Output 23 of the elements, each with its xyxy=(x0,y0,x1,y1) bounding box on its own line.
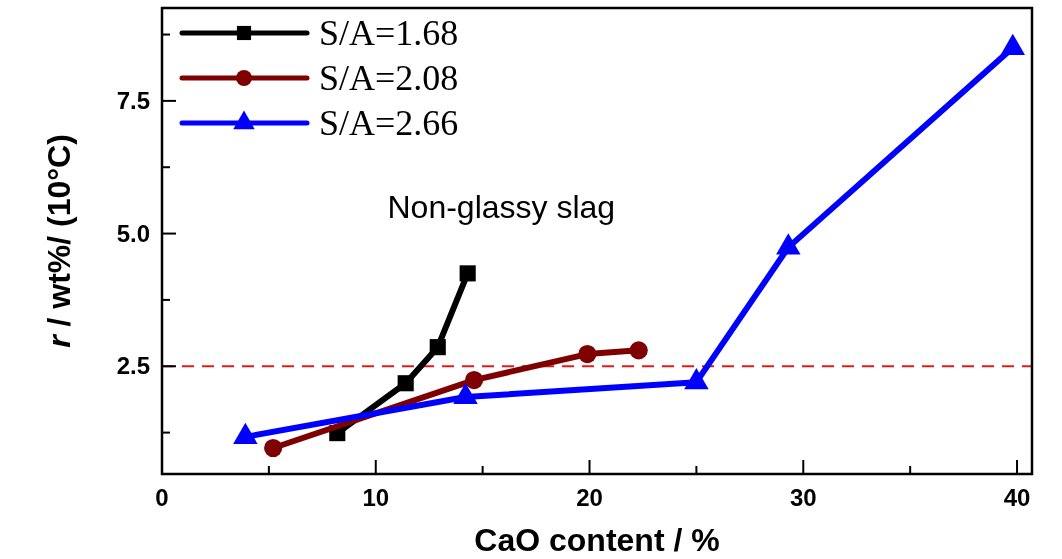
legend-label: S/A=1.68 xyxy=(319,13,459,53)
legend-label: S/A=2.66 xyxy=(319,103,459,143)
point xyxy=(578,344,597,364)
point xyxy=(629,341,648,360)
point xyxy=(264,438,283,458)
x-tick-label: 0 xyxy=(155,484,169,511)
y-axis-title: r / wt%/ (10°C) xyxy=(41,134,77,348)
x-tick-label: 10 xyxy=(362,484,390,511)
annotation: Non-glassy slag xyxy=(387,188,616,225)
point xyxy=(429,339,446,356)
y-tick-label: 2.5 xyxy=(116,352,150,380)
x-tick-label: 20 xyxy=(576,484,603,511)
y-tick-label: 7.5 xyxy=(116,86,150,114)
x-tick-label: 30 xyxy=(789,484,817,511)
point xyxy=(464,370,484,390)
x-tick-label: 40 xyxy=(1003,484,1031,511)
point xyxy=(1000,33,1026,55)
legend-label: S/A=2.08 xyxy=(319,58,459,98)
x-axis-title: CaO content / % xyxy=(474,522,720,558)
y-tick-label: 5.0 xyxy=(116,219,150,247)
point xyxy=(459,265,476,282)
point xyxy=(776,233,801,255)
point xyxy=(397,375,414,392)
